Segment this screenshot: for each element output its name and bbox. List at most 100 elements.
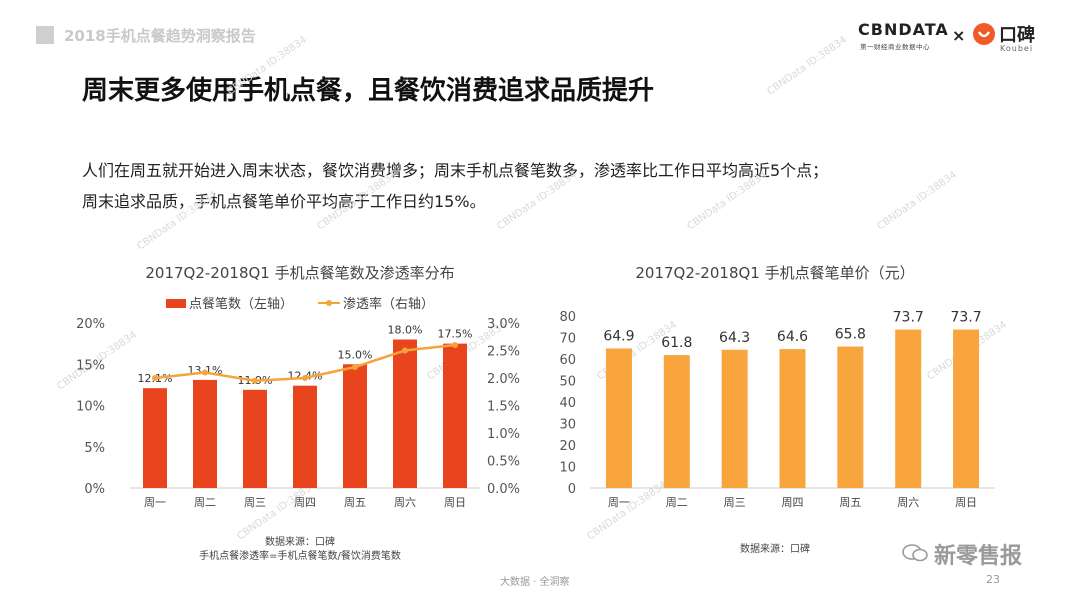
chart2-bar-label: 65.8 bbox=[835, 327, 866, 343]
chart2-bar bbox=[837, 346, 864, 488]
chart1-bar bbox=[393, 339, 417, 488]
chart1-line-point bbox=[452, 342, 458, 348]
chart2-bar-label: 73.7 bbox=[893, 310, 924, 326]
chart2-bar-label: 64.3 bbox=[719, 330, 750, 346]
chart2-y-tick: 80 bbox=[559, 310, 576, 325]
chart2-y-tick: 30 bbox=[559, 418, 576, 433]
chart2-x-tick: 周日 bbox=[955, 496, 977, 509]
chart2-bar-label: 61.8 bbox=[661, 335, 692, 351]
watermark-2: CBNData ID:38834 bbox=[135, 189, 218, 252]
chart2-y-tick: 40 bbox=[559, 396, 576, 411]
body-text-line-2: 周末追求品质，手机点餐笔单价平均高于工作日约15%。 bbox=[82, 192, 486, 211]
chart2-y-tick: 10 bbox=[559, 461, 576, 476]
watermark-1: CBNData ID:38834 bbox=[765, 34, 848, 97]
chart1-line-point bbox=[402, 347, 408, 354]
chart1-left-tick: 10% bbox=[76, 400, 105, 415]
watermark-4: CBNData ID:38834 bbox=[495, 169, 578, 232]
koubei-logo: 口碑 bbox=[999, 25, 1035, 46]
chart1-x-tick: 周三 bbox=[244, 496, 266, 509]
chart1-legend-line-marker bbox=[326, 300, 332, 306]
chart2-bar bbox=[605, 348, 632, 488]
koubei-icon bbox=[973, 23, 995, 45]
chart1-x-tick: 周五 bbox=[344, 496, 366, 509]
chart2-bar-label: 73.7 bbox=[950, 310, 981, 326]
chart1-line-point bbox=[302, 375, 308, 381]
chart1-bar bbox=[443, 343, 467, 488]
chart1-line-point bbox=[202, 369, 208, 376]
chart1-line-point bbox=[252, 377, 258, 384]
chart1-right-tick: 3.0% bbox=[487, 317, 520, 332]
chart1-x-tick: 周四 bbox=[294, 496, 316, 509]
chart1-x-tick: 周一 bbox=[144, 496, 166, 509]
page-number: 23 bbox=[986, 573, 1000, 586]
chart2-y-tick: 60 bbox=[559, 353, 576, 368]
times-sign: × bbox=[952, 26, 966, 45]
chart2-x-tick: 周二 bbox=[666, 496, 688, 509]
chart2-y-tick: 70 bbox=[559, 332, 576, 347]
watermark-6: CBNData ID:38834 bbox=[875, 169, 958, 232]
chart1-x-tick: 周日 bbox=[444, 496, 466, 509]
chart1-left-tick: 20% bbox=[76, 317, 105, 332]
chart1-left-tick: 15% bbox=[76, 358, 105, 373]
report-title: 2018手机点餐趋势洞察报告 bbox=[64, 27, 256, 45]
chart2-bar-label: 64.9 bbox=[603, 328, 634, 344]
chart1-bar-label: 17.5% bbox=[438, 328, 473, 341]
chart1-right-tick: 1.5% bbox=[487, 400, 520, 415]
watermark-0: CBNData ID:38834 bbox=[225, 34, 308, 97]
watermark-3: CBNData ID:38834 bbox=[315, 169, 398, 232]
watermark-5: CBNData ID:38834 bbox=[685, 169, 768, 232]
chart1-legend-bar-swatch bbox=[166, 299, 186, 308]
chart1-x-tick: 周二 bbox=[194, 496, 216, 509]
chart2-bar bbox=[953, 329, 980, 488]
chart1-title: 2017Q2-2018Q1 手机点餐笔数及渗透率分布 bbox=[145, 264, 454, 282]
footer-tagline: 大数据 · 全洞察 bbox=[500, 577, 570, 588]
chart2-y-tick: 0 bbox=[568, 482, 576, 497]
header-square bbox=[36, 26, 54, 44]
watermark-11: CBNData ID:38834 bbox=[235, 479, 318, 542]
chart1-bar bbox=[143, 388, 167, 488]
chart1-left-tick: 0% bbox=[84, 482, 105, 497]
chart2-y-tick: 50 bbox=[559, 375, 576, 390]
chart1-right-tick: 2.0% bbox=[487, 372, 520, 387]
chart1-right-tick: 2.5% bbox=[487, 345, 520, 360]
brand-logos: CBNDATA 第一财经商业数据中心 × 口碑 Koubei bbox=[858, 20, 1048, 58]
chart1-bar bbox=[243, 389, 267, 488]
chart1-bar-label: 15.0% bbox=[338, 348, 373, 361]
chart2-x-tick: 周三 bbox=[724, 496, 746, 509]
chart1-bar-label: 18.0% bbox=[388, 324, 423, 337]
chart1-line-point bbox=[152, 375, 158, 381]
chart1-bar bbox=[343, 364, 367, 488]
chart1-legend-bar-label: 点餐笔数（左轴） bbox=[189, 296, 293, 312]
koubei-subtitle: Koubei bbox=[1000, 44, 1034, 53]
chart2-bar bbox=[721, 349, 748, 488]
chart1-legend-line-label: 渗透率（右轴） bbox=[343, 296, 434, 312]
page-title: 周末更多使用手机点餐，且餐饮消费追求品质提升 bbox=[82, 76, 655, 106]
watermark-12: CBNData ID:38834 bbox=[585, 479, 668, 542]
chart1-left-tick: 5% bbox=[84, 441, 105, 456]
chart2-y-tick: 20 bbox=[559, 439, 576, 454]
chart1-line-point bbox=[352, 364, 358, 370]
chart1-x-tick: 周六 bbox=[394, 496, 416, 509]
chart2-bar-label: 64.6 bbox=[777, 329, 808, 345]
wechat-icon bbox=[902, 544, 928, 562]
chart2-x-tick: 周五 bbox=[839, 496, 861, 509]
chart2-title: 2017Q2-2018Q1 手机点餐笔单价（元） bbox=[635, 264, 914, 282]
chart1-right-tick: 0.5% bbox=[487, 455, 520, 470]
chart2-x-tick: 周六 bbox=[897, 496, 919, 509]
chart1-note: 手机点餐渗透率=手机点餐笔数/餐饮消费笔数 bbox=[199, 549, 401, 562]
cbndata-subtitle: 第一财经商业数据中心 bbox=[860, 43, 930, 51]
cbndata-logo: CBNDATA bbox=[858, 20, 949, 39]
chart2-bar bbox=[663, 355, 690, 488]
chart1-source: 数据来源：口碑 bbox=[265, 535, 335, 548]
wechat-account-name: 新零售报 bbox=[934, 544, 1023, 569]
chart1-bar bbox=[293, 385, 317, 488]
chart1-right-tick: 0.0% bbox=[487, 482, 520, 497]
chart2-x-tick: 周四 bbox=[782, 496, 804, 509]
chart2-bar bbox=[779, 349, 806, 488]
body-text-line-1: 人们在周五就开始进入周末状态，餐饮消费增多；周末手机点餐笔数多，渗透率比工作日平… bbox=[82, 161, 829, 180]
chart1-bar bbox=[193, 379, 217, 488]
chart1-right-tick: 1.0% bbox=[487, 427, 520, 442]
chart2-x-tick: 周一 bbox=[608, 496, 630, 509]
chart2-source: 数据来源：口碑 bbox=[740, 542, 810, 555]
